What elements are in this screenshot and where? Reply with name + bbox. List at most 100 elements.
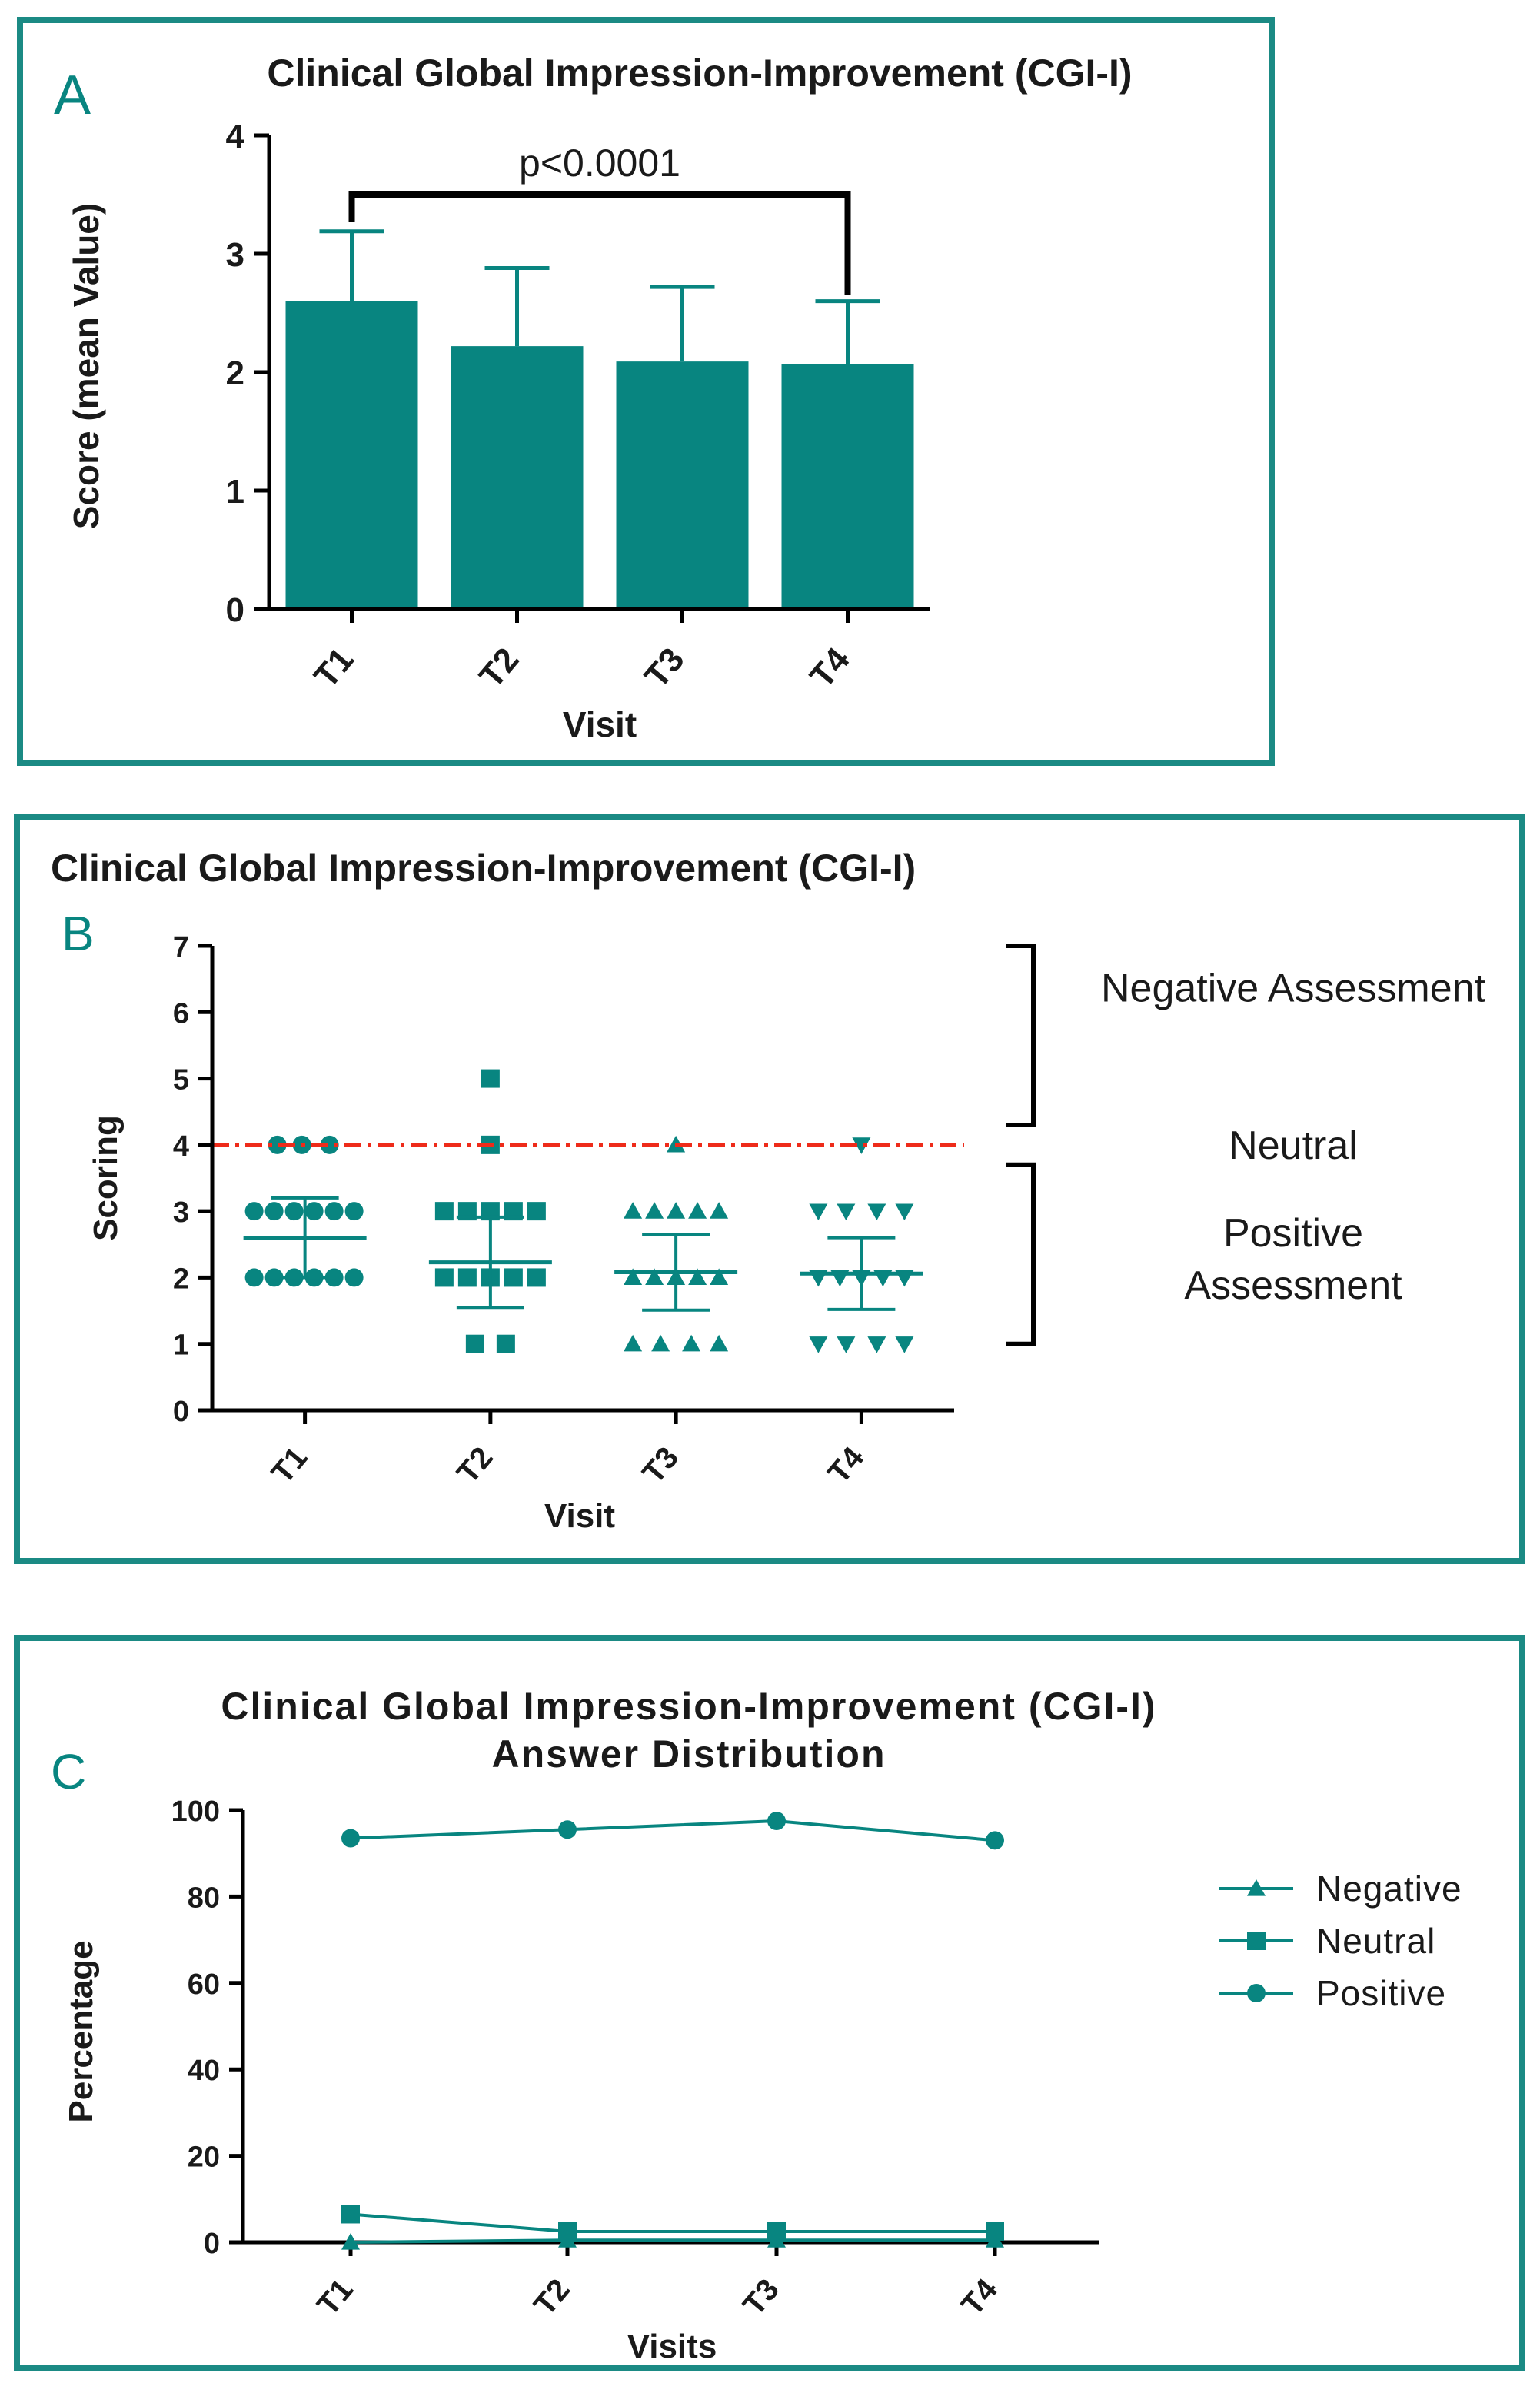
panel-label-a: A [54,65,91,126]
point-T4 [895,1203,914,1221]
y-tick-label-c: 60 [188,1969,220,2001]
point-T3 [710,1202,729,1219]
point-T3 [645,1202,664,1219]
panel-label-b: B [62,906,95,961]
y-tick-label-b: 0 [173,1396,189,1428]
point-T1 [304,1202,324,1221]
legend-label-positive: Positive [1316,1973,1446,2013]
legend-label-negative: Negative [1316,1869,1462,1909]
point-T3 [682,1334,701,1352]
legend-marker-positive [1247,1984,1266,2002]
y-tick-label-c: 40 [188,2055,220,2087]
series-point-neutral [767,2222,786,2241]
point-T3 [651,1334,670,1352]
legend-label-neutral: Neutral [1316,1921,1435,1961]
point-T2 [496,1334,515,1353]
bar-T3 [616,361,749,609]
point-T4 [867,1203,886,1221]
point-T4 [809,1336,828,1353]
series-point-neutral [986,2222,1004,2241]
series-point-positive [341,1829,360,1848]
y-tick-label-b: 4 [173,1130,189,1163]
x-tick-label-T3: T3 [737,2273,786,2322]
x-tick-label-T4: T4 [803,641,857,695]
point-T2 [527,1268,546,1287]
series-point-neutral [558,2222,577,2241]
label-assessment: Assessment [1184,1263,1402,1308]
y-tick-label-a: 2 [226,354,244,392]
point-T2 [465,1334,484,1353]
point-T3 [710,1268,729,1286]
x-axis-label-b: Visit [544,1497,615,1535]
point-T2 [481,1069,500,1088]
point-T4 [852,1137,871,1154]
x-tick-label-T4: T4 [822,1440,871,1490]
p-value-label: p<0.0001 [519,141,680,185]
bar-T2 [451,346,584,609]
series-point-positive [767,1812,786,1831]
y-tick-label-b: 2 [173,1263,189,1295]
label-positive: Positive [1223,1211,1363,1256]
point-T3 [710,1334,729,1352]
point-T1 [344,1268,364,1287]
point-T3 [624,1334,643,1352]
label-neutral: Neutral [1229,1123,1358,1168]
chart-b-title: Clinical Global Impression-Improvement (… [51,847,916,890]
point-T1 [264,1202,284,1221]
bar-T4 [781,364,914,609]
y-tick-label-b: 5 [173,1064,189,1097]
x-tick-label-T1: T1 [311,2273,360,2322]
point-T2 [527,1202,546,1221]
y-tick-label-c: 0 [204,2228,220,2260]
y-tick-label-a: 3 [226,236,244,274]
y-tick-label-c: 20 [188,2142,220,2174]
chart-c-subtitle: Answer Distribution [491,1732,886,1776]
legend-marker-negative [1247,1879,1266,1896]
point-T3 [667,1202,686,1219]
series-line-neutral [350,2212,995,2233]
y-axis-label-c: Percentage [62,1940,100,2122]
series-line-negative [350,2238,995,2244]
chart-a: A Clinical Global Impression-Improvement … [54,52,1133,744]
x-tick-label-T2: T2 [527,2273,577,2322]
chart-b: Clinical Global Impression-Improvement (… [51,847,1486,1535]
point-T2 [457,1268,477,1287]
point-T3 [645,1268,664,1286]
x-axis-label-c: Visits [627,2328,717,2365]
x-tick-label-T4: T4 [955,2272,1004,2322]
x-tick-label-T2: T2 [451,1441,500,1490]
point-T3 [624,1268,643,1286]
point-T1 [284,1202,304,1221]
panel-label-c: C [51,1744,86,1799]
y-tick-label-b: 7 [173,931,189,964]
series-point-neutral [341,2205,360,2224]
y-tick-label-a: 0 [226,591,244,629]
point-T1 [320,1135,339,1154]
point-T3 [688,1268,707,1286]
panel-b: Clinical Global Impression-Improvement (… [14,814,1525,1564]
panel-c: Clinical Global Impression-Improvement (… [14,1635,1525,2371]
bar-T1 [285,301,418,609]
point-T1 [244,1202,264,1221]
y-tick-label-c: 100 [171,1796,220,1828]
x-tick-label-T3: T3 [637,641,692,695]
series-line-positive [350,1819,996,1842]
x-tick-label-T1: T1 [265,1441,314,1490]
y-axis-label-a: Score (mean Value) [66,203,106,529]
y-tick-label-c: 80 [188,1882,220,1914]
x-tick-label-T1: T1 [307,641,361,695]
x-tick-label-T2: T2 [472,641,527,695]
point-T4 [837,1203,856,1221]
point-T1 [344,1202,364,1221]
point-T4 [895,1336,914,1353]
series-point-positive [558,1820,577,1839]
chart-c: Clinical Global Impression-Improvement (… [51,1685,1462,2365]
point-T3 [624,1202,643,1219]
label-negative-assessment: Negative Assessment [1101,966,1486,1010]
panel-a: A Clinical Global Impression-Improvement … [17,17,1275,766]
y-tick-label-b: 3 [173,1196,189,1229]
point-T2 [504,1268,523,1287]
point-T2 [434,1202,454,1221]
y-tick-label-a: 1 [226,473,244,511]
legend-marker-neutral [1247,1932,1266,1950]
